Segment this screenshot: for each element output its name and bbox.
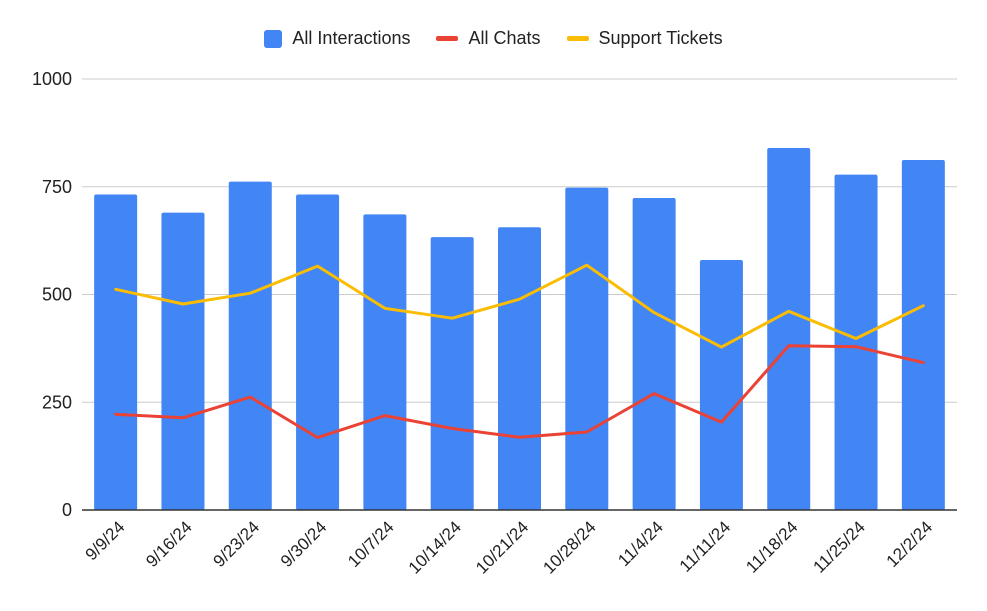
- x-tick-label-9-23-24: 9/23/24: [210, 517, 264, 571]
- legend-swatch-all-chats: [436, 36, 459, 41]
- x-tick-label-11-4-24: 11/4/24: [614, 517, 667, 570]
- chart-legend: All Interactions All Chats Support Ticke…: [0, 28, 987, 49]
- legend-label-support-tickets: Support Tickets: [598, 28, 723, 48]
- x-tick-label-10-7-24: 10/7/24: [344, 517, 398, 571]
- y-tick-label-1: 250: [42, 392, 72, 412]
- series-line-support-tickets: [114, 263, 925, 349]
- legend-item-all-interactions[interactable]: All Interactions: [264, 28, 410, 49]
- bar-9-30-24: [296, 194, 340, 510]
- bar-9-16-24: [161, 212, 205, 511]
- bar-11-4-24: [632, 197, 676, 510]
- series-line-all-chats: [114, 344, 925, 440]
- bar-10-21-24: [498, 227, 541, 510]
- bar-10-28-24: [565, 187, 609, 510]
- y-tick-label-3: 750: [42, 177, 72, 197]
- bar-11-11-24: [699, 260, 743, 510]
- y-tick-label-2: 500: [42, 285, 72, 305]
- x-tick-label-9-30-24: 9/30/24: [277, 517, 331, 571]
- y-tick-label-4: 1000: [32, 69, 72, 89]
- x-tick-label-12-2-24: 12/2/24: [883, 517, 937, 571]
- bar-12-2-24: [901, 160, 945, 510]
- x-tick-label-10-21-24: 10/21/24: [472, 517, 532, 577]
- x-tick-label-11-25-24: 11/25/24: [810, 517, 869, 576]
- bar-9-9-24: [94, 194, 138, 510]
- legend-item-support-tickets[interactable]: Support Tickets: [566, 28, 723, 49]
- legend-swatch-support-tickets: [566, 36, 589, 41]
- bar-10-7-24: [363, 214, 407, 511]
- x-tick-label-11-11-24: 11/11/24: [676, 517, 734, 575]
- legend-label-all-interactions: All Interactions: [292, 28, 411, 48]
- bar-10-14-24: [430, 237, 474, 510]
- legend-item-all-chats[interactable]: All Chats: [436, 28, 541, 49]
- x-tick-label-9-9-24: 9/9/24: [82, 517, 129, 564]
- bar-9-23-24: [228, 181, 272, 510]
- x-tick-label-9-16-24: 9/16/24: [142, 517, 196, 571]
- legend-swatch-all-interactions: [264, 29, 283, 48]
- bar-11-25-24: [834, 174, 878, 510]
- y-tick-label-0: 0: [62, 500, 72, 520]
- bar-11-18-24: [767, 147, 811, 510]
- legend-label-all-chats: All Chats: [468, 28, 541, 48]
- x-tick-label-10-14-24: 10/14/24: [405, 517, 465, 577]
- x-tick-label-11-18-24: 11/18/24: [742, 517, 801, 576]
- x-tick-label-10-28-24: 10/28/24: [539, 517, 599, 577]
